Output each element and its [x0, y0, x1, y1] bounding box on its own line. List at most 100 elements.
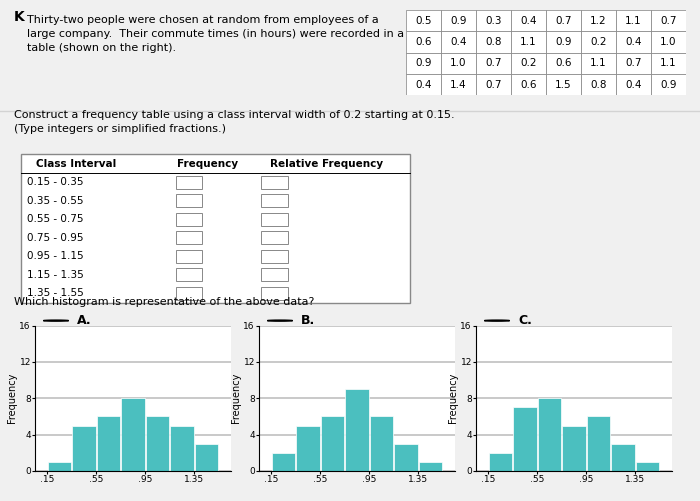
FancyBboxPatch shape — [21, 154, 410, 303]
Text: 0.9: 0.9 — [450, 16, 467, 26]
Bar — [441, 10, 476, 31]
Bar — [651, 53, 686, 74]
Text: 1.35 - 1.55: 1.35 - 1.55 — [27, 289, 84, 298]
FancyBboxPatch shape — [261, 269, 288, 281]
Text: 0.35 - 0.55: 0.35 - 0.55 — [27, 196, 84, 205]
Text: 0.4: 0.4 — [625, 80, 642, 90]
FancyBboxPatch shape — [261, 194, 288, 207]
Bar — [419, 462, 442, 471]
Text: 0.3: 0.3 — [485, 16, 502, 26]
Bar — [616, 10, 651, 31]
Text: 1.5: 1.5 — [555, 80, 572, 90]
Bar — [511, 31, 546, 53]
FancyBboxPatch shape — [261, 287, 288, 300]
Text: B.: B. — [301, 314, 315, 327]
Bar — [581, 10, 616, 31]
Y-axis label: Frequency: Frequency — [447, 373, 458, 423]
Text: 1.2: 1.2 — [590, 16, 607, 26]
Bar — [513, 407, 537, 471]
Bar — [616, 74, 651, 95]
Text: Class Interval: Class Interval — [36, 159, 116, 168]
Bar — [651, 31, 686, 53]
Bar — [72, 425, 96, 471]
Bar — [441, 31, 476, 53]
Bar — [489, 453, 512, 471]
Text: 0.6: 0.6 — [415, 37, 432, 47]
Text: 0.4: 0.4 — [415, 80, 432, 90]
FancyBboxPatch shape — [176, 269, 202, 281]
Text: 0.4: 0.4 — [625, 37, 642, 47]
Text: 1.15 - 1.35: 1.15 - 1.35 — [27, 270, 84, 280]
Bar — [97, 416, 120, 471]
Text: Thirty-two people were chosen at random from employees of a
large company.  Thei: Thirty-two people were chosen at random … — [27, 15, 405, 53]
Text: K: K — [14, 10, 24, 24]
Text: 0.7: 0.7 — [485, 80, 502, 90]
FancyBboxPatch shape — [176, 194, 202, 207]
FancyBboxPatch shape — [176, 213, 202, 225]
Text: 0.7: 0.7 — [485, 58, 502, 68]
Text: 0.9: 0.9 — [660, 80, 677, 90]
Text: 0.55 - 0.75: 0.55 - 0.75 — [27, 214, 84, 224]
Bar — [651, 10, 686, 31]
Bar — [406, 74, 441, 95]
Text: 0.5: 0.5 — [415, 16, 432, 26]
Bar — [476, 10, 511, 31]
Bar — [406, 31, 441, 53]
Text: 0.9: 0.9 — [415, 58, 432, 68]
Bar — [546, 10, 581, 31]
Bar — [370, 416, 393, 471]
Text: Which histogram is representative of the above data?: Which histogram is representative of the… — [14, 297, 314, 307]
Text: 0.75 - 0.95: 0.75 - 0.95 — [27, 233, 84, 242]
Bar — [587, 416, 610, 471]
Text: 0.4: 0.4 — [520, 16, 537, 26]
Bar — [611, 444, 635, 471]
Text: 0.95 - 1.15: 0.95 - 1.15 — [27, 252, 84, 261]
Y-axis label: Frequency: Frequency — [230, 373, 241, 423]
Bar — [441, 53, 476, 74]
FancyBboxPatch shape — [176, 287, 202, 300]
Bar — [511, 53, 546, 74]
Bar — [476, 31, 511, 53]
Text: 1.1: 1.1 — [625, 16, 642, 26]
Text: A.: A. — [77, 314, 92, 327]
Text: 0.15 - 0.35: 0.15 - 0.35 — [27, 177, 84, 187]
Bar — [511, 74, 546, 95]
Bar — [394, 444, 418, 471]
Bar — [581, 31, 616, 53]
Text: 0.6: 0.6 — [555, 58, 572, 68]
Text: Construct a frequency table using a class interval width of 0.2 starting at 0.15: Construct a frequency table using a clas… — [14, 110, 454, 134]
Bar — [121, 398, 145, 471]
Bar — [296, 425, 320, 471]
Text: 1.0: 1.0 — [660, 37, 677, 47]
Bar — [636, 462, 659, 471]
Bar — [511, 10, 546, 31]
Bar — [170, 425, 194, 471]
FancyBboxPatch shape — [261, 213, 288, 225]
Bar — [546, 74, 581, 95]
Bar — [406, 10, 441, 31]
Text: 1.1: 1.1 — [660, 58, 677, 68]
Bar — [195, 444, 218, 471]
Bar — [546, 31, 581, 53]
Text: 0.6: 0.6 — [520, 80, 537, 90]
Y-axis label: Frequency: Frequency — [6, 373, 17, 423]
Bar — [345, 389, 369, 471]
Text: 0.2: 0.2 — [590, 37, 607, 47]
Text: C.: C. — [518, 314, 532, 327]
Text: 1.1: 1.1 — [590, 58, 607, 68]
Text: 0.7: 0.7 — [625, 58, 642, 68]
Bar — [538, 398, 561, 471]
Bar — [406, 53, 441, 74]
Text: 1.4: 1.4 — [450, 80, 467, 90]
Text: 1.0: 1.0 — [450, 58, 467, 68]
Text: 0.8: 0.8 — [590, 80, 607, 90]
Bar — [48, 462, 71, 471]
Text: 0.8: 0.8 — [485, 37, 502, 47]
Bar — [651, 74, 686, 95]
Text: 0.2: 0.2 — [520, 58, 537, 68]
Bar — [581, 74, 616, 95]
Text: 0.4: 0.4 — [450, 37, 467, 47]
Text: Frequency: Frequency — [177, 159, 239, 168]
Bar — [616, 53, 651, 74]
Bar — [581, 53, 616, 74]
